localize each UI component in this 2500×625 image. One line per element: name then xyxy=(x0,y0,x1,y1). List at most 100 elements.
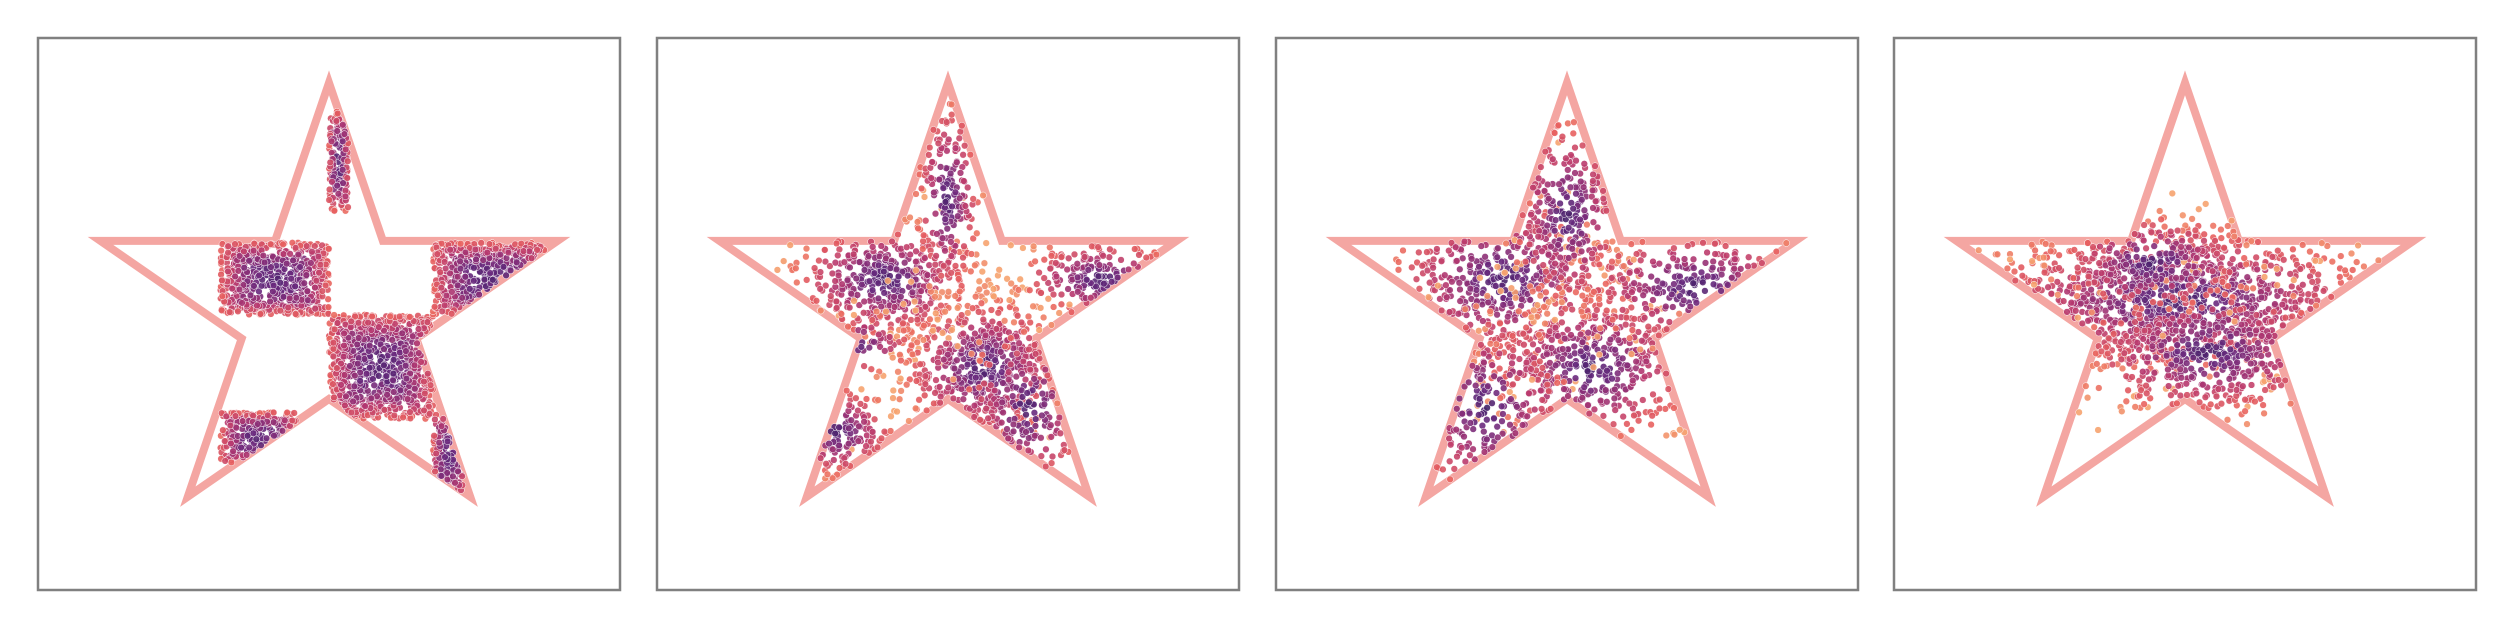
point xyxy=(375,323,383,331)
point xyxy=(415,349,423,357)
point xyxy=(1038,411,1046,420)
point xyxy=(1572,361,1580,369)
point xyxy=(1499,301,1507,309)
point xyxy=(1083,276,1091,284)
point xyxy=(256,310,265,318)
point xyxy=(977,395,986,403)
point xyxy=(1035,268,1043,277)
point xyxy=(1639,396,1647,404)
point xyxy=(948,111,956,119)
point xyxy=(1000,317,1009,325)
point xyxy=(868,428,877,436)
point xyxy=(278,427,287,435)
point xyxy=(930,399,938,408)
point xyxy=(976,416,984,424)
point xyxy=(932,376,940,384)
point xyxy=(845,401,853,409)
point xyxy=(456,265,465,273)
point xyxy=(1007,279,1015,288)
point xyxy=(1437,306,1446,315)
point xyxy=(1105,253,1113,261)
point xyxy=(1676,426,1684,434)
point xyxy=(976,357,984,365)
point xyxy=(296,263,304,271)
point xyxy=(351,371,359,380)
point xyxy=(1036,304,1045,312)
point xyxy=(868,316,876,324)
point xyxy=(383,391,391,399)
point xyxy=(1498,331,1507,340)
point xyxy=(291,244,300,252)
point xyxy=(873,373,881,381)
point xyxy=(454,281,462,290)
point xyxy=(997,348,1005,356)
point xyxy=(1106,245,1114,253)
point xyxy=(228,284,236,293)
point xyxy=(341,192,350,201)
point xyxy=(1515,307,1523,315)
point xyxy=(1522,358,1531,367)
point xyxy=(303,242,311,250)
point xyxy=(1426,279,1434,287)
point xyxy=(1454,310,1463,318)
point xyxy=(1519,211,1527,219)
point xyxy=(920,193,929,201)
point xyxy=(259,251,267,260)
point xyxy=(1047,252,1056,260)
point xyxy=(947,269,955,277)
point xyxy=(1026,286,1034,294)
point xyxy=(908,350,917,359)
point xyxy=(1019,244,1027,252)
point xyxy=(276,279,284,287)
point xyxy=(845,440,853,448)
point xyxy=(342,392,350,400)
point xyxy=(1456,297,1464,305)
point xyxy=(930,188,938,197)
point xyxy=(367,394,375,402)
point xyxy=(938,329,947,337)
point xyxy=(253,301,261,310)
point xyxy=(231,240,239,248)
point xyxy=(810,264,819,272)
point xyxy=(315,269,323,277)
point xyxy=(981,331,990,340)
point xyxy=(480,276,489,284)
point xyxy=(1038,390,1047,398)
point xyxy=(1029,242,1038,250)
point xyxy=(227,439,235,448)
point xyxy=(426,381,435,389)
point xyxy=(243,432,252,440)
point xyxy=(923,406,931,415)
point xyxy=(1024,446,1033,455)
point xyxy=(910,297,919,306)
point xyxy=(439,415,447,423)
point xyxy=(479,256,487,264)
point xyxy=(793,278,801,287)
point xyxy=(825,439,833,448)
point xyxy=(1032,350,1040,358)
point xyxy=(1026,365,1034,374)
point xyxy=(1526,199,1534,207)
point xyxy=(834,251,842,260)
point xyxy=(1015,443,1023,452)
point xyxy=(955,134,963,142)
point-cloud xyxy=(216,108,548,494)
point xyxy=(399,413,407,421)
point xyxy=(970,402,979,410)
point xyxy=(1025,398,1033,406)
point xyxy=(922,217,930,225)
point xyxy=(1597,397,1605,405)
point xyxy=(269,281,278,290)
point xyxy=(1117,256,1125,264)
point xyxy=(1599,412,1608,420)
point xyxy=(940,355,948,364)
point xyxy=(262,434,271,442)
point xyxy=(279,240,287,248)
point xyxy=(937,272,945,280)
point xyxy=(1614,369,1622,377)
point xyxy=(914,224,922,233)
point xyxy=(300,279,308,287)
point xyxy=(966,223,974,231)
point xyxy=(895,395,904,403)
point xyxy=(1004,434,1012,443)
